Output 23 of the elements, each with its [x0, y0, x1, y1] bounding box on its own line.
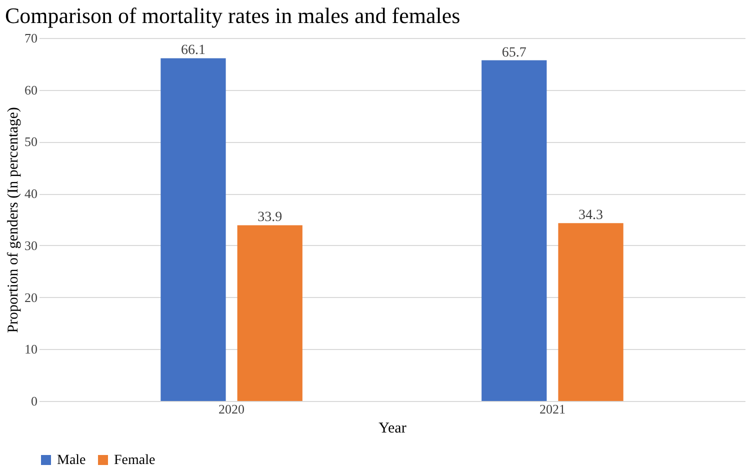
- data-label: 34.3: [578, 208, 604, 224]
- legend-label: Male: [57, 453, 86, 468]
- legend-label: Female: [114, 453, 156, 468]
- x-tick-label: 2021: [539, 402, 566, 416]
- data-label: 65.7: [502, 45, 526, 60]
- y-tick-label: 60: [24, 82, 38, 98]
- y-tick-label: 10: [24, 342, 38, 357]
- y-tick-label: 0: [31, 394, 38, 408]
- x-axis-title: Year: [378, 420, 406, 436]
- y-axis-title: Proportion of genders (In percentage): [6, 107, 22, 333]
- y-tick-label: 30: [24, 238, 38, 253]
- y-tick-label: 70: [24, 30, 38, 46]
- x-tick-label: 2020: [218, 402, 245, 416]
- data-label: 33.9: [258, 210, 282, 226]
- bar: [482, 60, 547, 401]
- chart-title: Comparison of mortality rates in males and females: [5, 3, 460, 28]
- y-tick-label: 20: [24, 290, 38, 305]
- y-tick-label: 40: [24, 186, 38, 202]
- data-label: 66.1: [180, 43, 206, 58]
- y-tick-label: 50: [24, 134, 38, 150]
- bar: [237, 225, 302, 401]
- bar: [160, 58, 226, 401]
- bar: [558, 223, 624, 401]
